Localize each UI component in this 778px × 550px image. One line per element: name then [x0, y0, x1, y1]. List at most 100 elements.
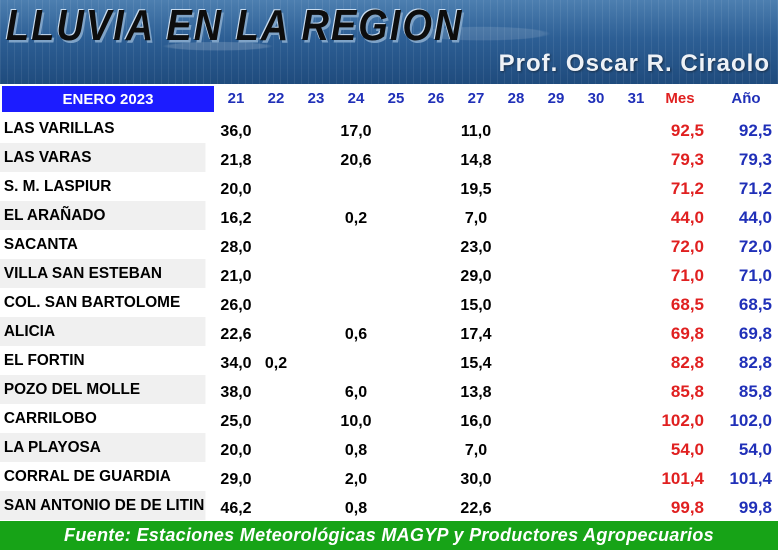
rain-value-day-27: 15,0 — [460, 297, 492, 314]
header-day-26: 26 — [427, 90, 445, 107]
month-total: 44,0 — [670, 208, 704, 227]
month-total: 71,2 — [670, 179, 704, 198]
rain-value-day-21: 25,0 — [220, 413, 252, 430]
table-row: CARRILOBO 25,0 10,0 16,0 102,0 102,0 — [0, 404, 778, 433]
table-row: LA PLAYOSA 20,0 0,8 7,0 54,0 54,0 — [0, 433, 778, 462]
rain-value-day-22: 0,2 — [264, 355, 288, 372]
year-total: 54,0 — [738, 440, 772, 459]
table-row: SAN ANTONIO DE DE LITIN 46,2 0,8 22,6 99,8 99… — [0, 491, 778, 520]
station-name: LAS VARAS — [0, 143, 206, 172]
rain-value-day-27: 14,8 — [460, 152, 492, 169]
header-mes: Mes — [665, 90, 695, 107]
rain-value-day-27: 19,5 — [460, 181, 492, 198]
year-total: 71,0 — [738, 266, 772, 285]
rain-value-day-27: 30,0 — [460, 471, 492, 488]
rain-value-day-21: 20,0 — [220, 181, 252, 198]
year-total: 99,8 — [738, 498, 772, 517]
rain-value-day-21: 20,0 — [220, 442, 252, 459]
rain-value-day-21: 22,6 — [220, 326, 252, 343]
year-total: 71,2 — [738, 179, 772, 198]
month-total: 101,4 — [661, 469, 704, 488]
table-row: CORRAL DE GUARDIA 29,0 2,0 30,0 101,4 101,4 — [0, 462, 778, 491]
station-name: ALICIA — [0, 317, 206, 346]
month-label: ENERO 2023 — [2, 86, 214, 112]
table-row: S. M. LASPIUR 20,0 19,5 71,2 71,2 — [0, 172, 778, 201]
rain-value-day-27: 7,0 — [464, 442, 488, 459]
header-day-24: 24 — [347, 90, 365, 107]
station-name: LA PLAYOSA — [0, 433, 206, 462]
table-row: SACANTA 28,0 23,0 72,0 72,0 — [0, 230, 778, 259]
station-name: EL FORTIN — [3, 351, 85, 369]
year-total: 72,0 — [738, 237, 772, 256]
rain-value-day-27: 22,6 — [460, 500, 492, 517]
rain-value-day-27: 13,8 — [460, 384, 492, 401]
header-day-25: 25 — [387, 90, 405, 107]
month-total: 69,8 — [670, 324, 704, 343]
station-name: CARRILOBO — [3, 409, 97, 427]
header-day-29: 29 — [547, 90, 565, 107]
rain-value-day-27: 23,0 — [460, 239, 492, 256]
rain-value-day-24: 10,0 — [340, 413, 372, 430]
year-total: 68,5 — [738, 295, 772, 314]
station-name: SACANTA — [3, 235, 78, 253]
rain-value-day-24: 6,0 — [344, 384, 368, 401]
station-name: POZO DEL MOLLE — [0, 375, 206, 404]
year-total: 92,5 — [738, 121, 772, 140]
rain-value-day-21: 36,0 — [220, 123, 252, 140]
rain-value-day-27: 11,0 — [460, 123, 492, 140]
station-name: LAS VARILLAS — [3, 119, 115, 137]
header-day-30: 30 — [587, 90, 605, 107]
table-row: VILLA SAN ESTEBAN 21,0 29,0 71,0 71,0 — [0, 259, 778, 288]
table-row: POZO DEL MOLLE 38,0 6,0 13,8 85,8 85,8 — [0, 375, 778, 404]
banner-title: LLUVIA EN LA REGION — [6, 2, 464, 51]
table-row: ALICIA 22,6 0,6 17,4 69,8 69,8 — [0, 317, 778, 346]
month-total: 92,5 — [670, 121, 704, 140]
rain-value-day-21: 21,8 — [220, 152, 252, 169]
month-total: 85,8 — [670, 382, 704, 401]
year-total: 44,0 — [738, 208, 772, 227]
rain-value-day-27: 16,0 — [460, 413, 492, 430]
rain-value-day-21: 21,0 — [220, 268, 252, 285]
year-total: 69,8 — [738, 324, 772, 343]
year-total: 85,8 — [738, 382, 772, 401]
rain-value-day-24: 0,2 — [344, 210, 368, 227]
rain-value-day-27: 29,0 — [460, 268, 492, 285]
year-total: 101,4 — [729, 469, 772, 488]
rain-value-day-21: 34,0 — [220, 355, 252, 372]
rain-value-day-21: 28,0 — [220, 239, 252, 256]
header-day-22: 22 — [267, 90, 285, 107]
rain-value-day-27: 15,4 — [460, 355, 492, 372]
table-row: LAS VARAS 21,8 20,6 14,8 79,3 79,3 — [0, 143, 778, 172]
rain-value-day-24: 0,8 — [344, 500, 368, 517]
station-name: CORRAL DE GUARDIA — [3, 467, 171, 485]
month-total: 79,3 — [670, 150, 704, 169]
table-row: COL. SAN BARTOLOME 26,0 15,0 68,5 68,5 — [0, 288, 778, 317]
banner-author: Prof. Oscar R. Ciraolo — [498, 50, 770, 77]
source-footer: Fuente: Estaciones Meteorológicas MAGYP … — [0, 521, 778, 550]
header-day-21: 21 — [227, 90, 245, 107]
month-total: 82,8 — [670, 353, 704, 372]
header-day-28: 28 — [507, 90, 525, 107]
station-name: S. M. LASPIUR — [3, 177, 112, 195]
rain-value-day-24: 2,0 — [344, 471, 368, 488]
month-total: 72,0 — [670, 237, 704, 256]
header-day-27: 27 — [467, 90, 485, 107]
month-total: 68,5 — [670, 295, 704, 314]
month-total: 99,8 — [670, 498, 704, 517]
banner: LLUVIA EN LA REGION Prof. Oscar R. Cirao… — [0, 0, 778, 84]
rain-value-day-27: 7,0 — [464, 210, 488, 227]
header-day-31: 31 — [627, 90, 645, 107]
station-name: SAN ANTONIO DE DE LITIN — [0, 491, 206, 520]
station-name: VILLA SAN ESTEBAN — [0, 259, 206, 288]
header-day-23: 23 — [307, 90, 325, 107]
month-total: 71,0 — [670, 266, 704, 285]
station-name: COL. SAN BARTOLOME — [3, 293, 181, 311]
month-total: 54,0 — [670, 440, 704, 459]
table-row: EL ARAÑADO 16,2 0,2 7,0 44,0 44,0 — [0, 201, 778, 230]
table-row: EL FORTIN 34,0 0,2 15,4 82,8 82,8 — [0, 346, 778, 375]
rain-value-day-27: 17,4 — [460, 326, 492, 343]
station-name: EL ARAÑADO — [0, 201, 206, 230]
rain-value-day-21: 16,2 — [220, 210, 252, 227]
rain-value-day-24: 20,6 — [340, 152, 372, 169]
rain-value-day-24: 17,0 — [340, 123, 372, 140]
